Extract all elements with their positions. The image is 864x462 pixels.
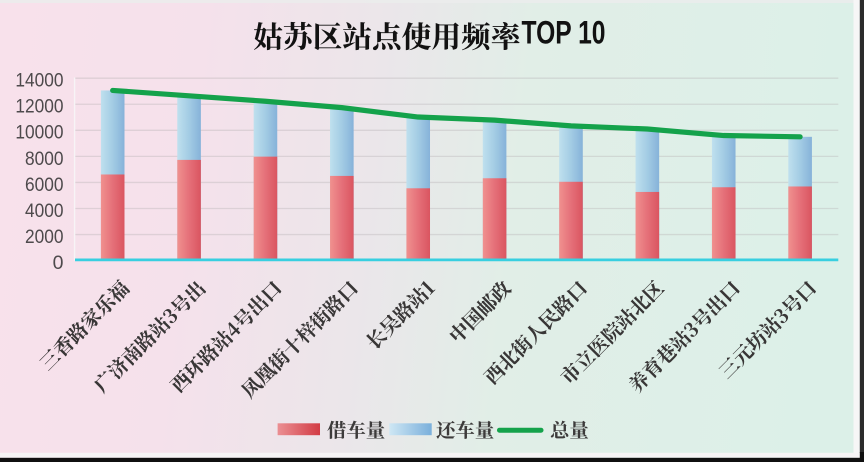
svg-text:TOP 10: TOP 10 — [522, 15, 606, 51]
svg-text:0: 0 — [53, 252, 64, 274]
svg-text:12000: 12000 — [15, 96, 63, 118]
svg-text:8000: 8000 — [25, 148, 64, 170]
svg-text:10000: 10000 — [15, 122, 63, 144]
svg-text:6000: 6000 — [25, 174, 64, 196]
svg-text:4000: 4000 — [25, 200, 64, 222]
svg-text:14000: 14000 — [15, 70, 63, 92]
svg-text:2000: 2000 — [25, 226, 64, 248]
